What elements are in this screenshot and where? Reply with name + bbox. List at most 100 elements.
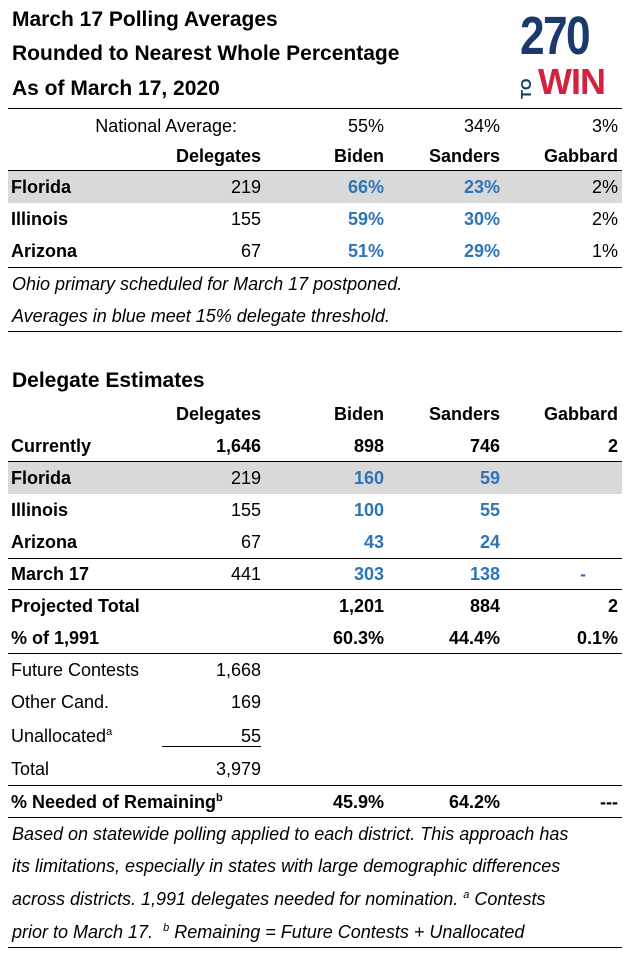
row-label: March 17 [11,564,90,584]
footnote-marker: a [463,889,470,901]
header-sanders: Sanders [428,146,500,166]
row-state: Arizona [11,241,78,261]
row-biden: 100 [353,500,384,520]
row-state: Illinois [11,209,69,229]
table-row: Arizona 67 51% 29% 1% [8,235,622,267]
estimates-header-row: Delegates Biden Sanders Gabbard [8,398,622,430]
row-sanders: 24 [479,532,500,552]
breakdown-value: 55 [240,726,261,746]
footnote-marker: b [216,792,223,804]
polling-note-1: Ohio primary scheduled for March 17 post… [12,274,403,294]
row-biden: 160 [353,468,384,488]
row-biden: 1,201 [338,596,384,616]
breakdown-row: Other Cand. 169 [8,686,622,718]
row-biden: 303 [353,564,384,584]
divider [8,461,622,462]
divider [8,170,622,171]
row-biden: 66% [347,177,384,197]
national-gabbard: 3% [591,116,618,136]
row-sanders: 884 [469,596,500,616]
row-biden: 45.9% [332,792,384,812]
row-sanders: 138 [469,564,500,584]
row-state: Florida [11,177,72,197]
row-gabbard: 2 [607,596,618,616]
row-delegates: 67 [240,241,261,261]
divider [8,785,622,786]
row-delegates: 441 [230,564,261,584]
divider [8,558,622,559]
breakdown-label-wrap: Unallocateda [11,720,112,752]
footnote-line-3: across districts. 1,991 delegates needed… [12,883,545,915]
row-biden: 60.3% [332,628,384,648]
header-biden: Biden [333,146,384,166]
breakdown-label: Other Cand. [11,692,110,712]
row-delegates: 219 [230,177,261,197]
breakdown-label: Unallocated [11,726,107,746]
table-row: Illinois 155 59% 30% 2% [8,203,622,235]
needed-row: % Needed of Remainingb 45.9% 64.2% --- [8,786,622,818]
polling-header-row: Delegates Biden Sanders Gabbard [8,140,622,172]
breakdown-row: Unallocateda 55 [8,720,622,752]
row-delegates: 67 [240,532,261,552]
row-sanders: 746 [469,436,500,456]
divider [8,589,622,590]
title-line-1: March 17 Polling Averages [12,8,278,31]
row-label: Projected Total [11,596,140,616]
row-sanders: 55 [479,500,500,520]
row-gabbard: 2% [591,209,618,229]
row-biden: 59% [347,209,384,229]
footnote-line-2: its limitations, especially in states wi… [12,856,561,876]
header-sanders: Sanders [428,404,500,424]
footnote-line-1: Based on statewide polling applied to ea… [12,824,569,844]
breakdown-value: 3,979 [215,759,261,779]
row-gabbard: 2 [607,436,618,456]
currently-row: Currently 1,646 898 746 2 [8,430,622,462]
breakdown-value: 169 [230,692,261,712]
divider [8,947,622,948]
table-row: Florida 219 160 59 [8,462,622,494]
title-line-2: Rounded to Nearest Whole Percentage [12,42,400,65]
row-state: Illinois [11,500,69,520]
divider [8,331,622,332]
table-row: Arizona 67 43 24 [8,526,622,558]
breakdown-row: Future Contests 1,668 [8,654,622,686]
row-gabbard: 0.1% [576,628,618,648]
logo-win: WIN [538,61,606,102]
row-gabbard: --- [600,792,618,812]
header-delegates: Delegates [175,146,261,166]
breakdown-value: 1,668 [215,660,261,680]
logo-number: 270 [520,6,591,66]
pct-row: % of 1,991 60.3% 44.4% 0.1% [8,622,622,654]
divider [8,653,622,654]
row-delegates: 1,646 [215,436,261,456]
row-state: Florida [11,468,72,488]
row-biden: 51% [347,241,384,261]
row-sanders: 44.4% [448,628,500,648]
sum-underline [162,746,261,747]
row-sanders: 29% [463,241,500,261]
logo-to: TO [518,78,535,99]
header-gabbard: Gabbard [543,404,618,424]
row-delegates: 219 [230,468,261,488]
breakdown-label: Future Contests [11,660,140,680]
row-delegates: 155 [230,209,261,229]
polling-note-2: Averages in blue meet 15% delegate thres… [12,306,390,326]
footnote-text: across districts. 1,991 delegates needed… [12,889,459,909]
divider [8,108,622,109]
needed-label-wrap: % Needed of Remainingb [11,786,223,818]
row-sanders: 23% [463,177,500,197]
row-label: % of 1,991 [11,628,100,648]
footnote-text: prior to March 17. [12,922,154,942]
national-average-row: National Average: 55% 34% 3% [8,110,622,142]
row-biden: 898 [353,436,384,456]
national-sanders: 34% [463,116,500,136]
footnote-marker: a [106,726,113,738]
row-label: Currently [11,436,92,456]
table-row: Illinois 155 100 55 [8,494,622,526]
divider [8,267,622,268]
row-sanders: 30% [463,209,500,229]
breakdown-label: Total [11,759,50,779]
footnote-text: Remaining = Future Contests + Unallocate… [169,922,525,942]
header-delegates: Delegates [175,404,261,424]
header-biden: Biden [333,404,384,424]
